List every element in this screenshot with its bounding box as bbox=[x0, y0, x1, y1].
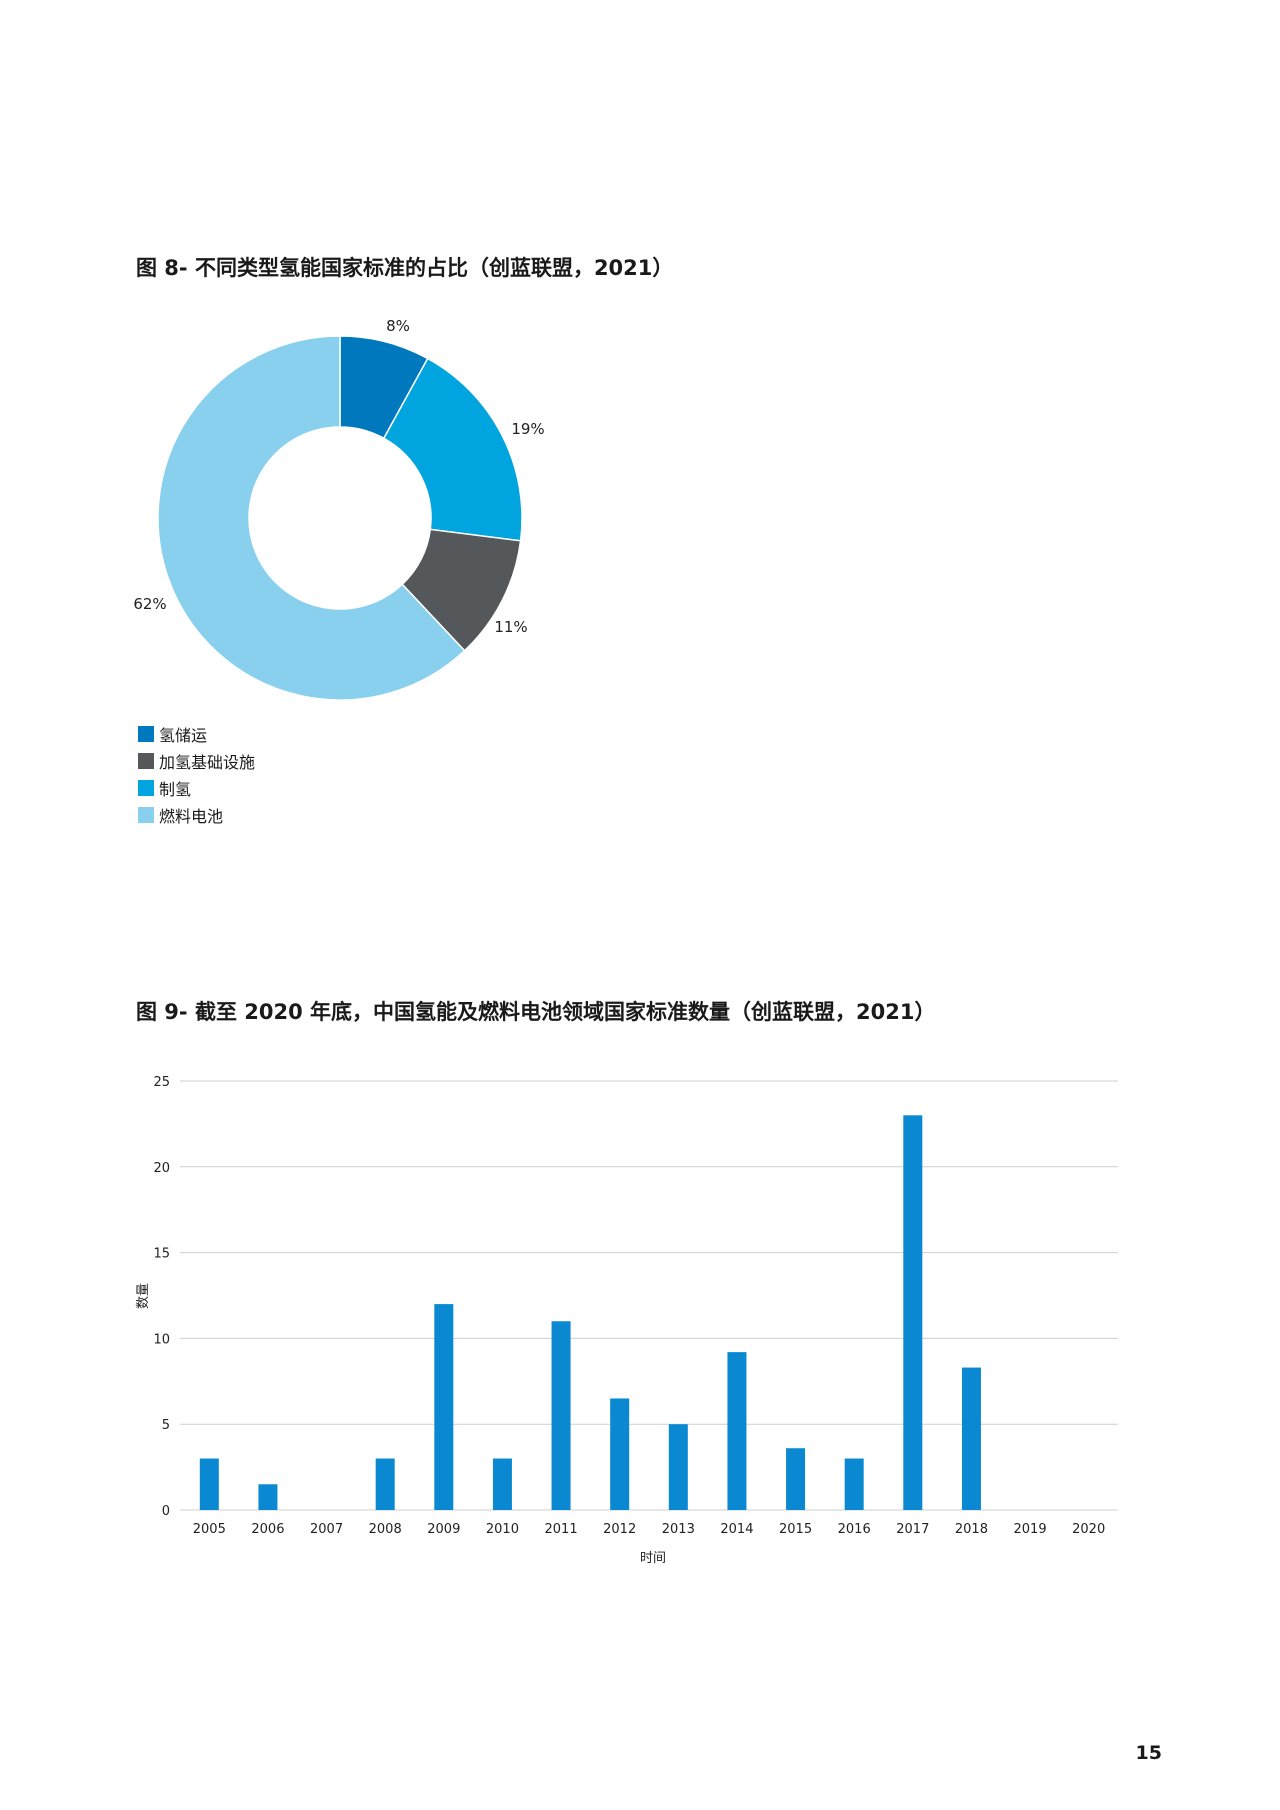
x-tick-label: 2005 bbox=[193, 1522, 226, 1537]
legend-swatch bbox=[138, 806, 154, 823]
legend-label: 氢储运 bbox=[159, 725, 208, 745]
y-tick-label: 10 bbox=[153, 1332, 170, 1347]
donut-legend: 氢储运 加氢基础设施 制氢 燃料电池 bbox=[138, 720, 255, 828]
x-tick-label: 2016 bbox=[838, 1522, 871, 1537]
figure-8-title: 图 8- 不同类型氢能国家标准的占比（创蓝联盟，2021） bbox=[136, 256, 674, 280]
legend-label: 制氢 bbox=[159, 779, 192, 799]
legend-swatch bbox=[138, 725, 154, 742]
legend-swatch bbox=[138, 752, 154, 769]
x-tick-label: 2018 bbox=[955, 1522, 988, 1537]
legend-item-hydrogen-production: 制氢 bbox=[138, 774, 255, 801]
bar bbox=[551, 1321, 571, 1510]
y-tick-label: 20 bbox=[153, 1161, 170, 1176]
bar bbox=[258, 1484, 278, 1510]
x-tick-label: 2008 bbox=[369, 1522, 402, 1537]
bar bbox=[903, 1115, 923, 1510]
legend-label: 燃料电池 bbox=[159, 806, 224, 826]
bar bbox=[786, 1448, 806, 1510]
x-tick-label: 2007 bbox=[310, 1522, 343, 1537]
y-axis-label: 数量 bbox=[136, 1283, 151, 1309]
donut-slice bbox=[157, 335, 466, 701]
x-tick-label: 2015 bbox=[779, 1522, 812, 1537]
legend-label: 加氢基础设施 bbox=[159, 752, 256, 772]
bar bbox=[844, 1458, 864, 1510]
x-tick-label: 2009 bbox=[427, 1522, 460, 1537]
y-tick-label: 5 bbox=[162, 1418, 170, 1433]
bar bbox=[199, 1458, 219, 1510]
bar bbox=[375, 1458, 395, 1510]
bar bbox=[492, 1458, 512, 1510]
legend-item-fuel-cell: 燃料电池 bbox=[138, 801, 255, 828]
donut-slice bbox=[382, 357, 523, 542]
x-tick-label: 2014 bbox=[720, 1522, 753, 1537]
y-tick-label: 25 bbox=[153, 1075, 170, 1090]
page-number: 15 bbox=[1135, 1742, 1162, 1764]
y-tick-label: 15 bbox=[153, 1247, 170, 1262]
bar bbox=[434, 1304, 454, 1510]
x-tick-label: 2020 bbox=[1072, 1522, 1105, 1537]
bar bbox=[727, 1352, 747, 1510]
x-tick-label: 2013 bbox=[662, 1522, 695, 1537]
figure-9-title: 图 9- 截至 2020 年底，中国氢能及燃料电池领域国家标准数量（创蓝联盟，2… bbox=[136, 1000, 936, 1024]
x-tick-label: 2010 bbox=[486, 1522, 519, 1537]
donut-chart: 8% 19% 11% 62% bbox=[133, 317, 545, 701]
legend-item-refueling-infrastructure: 加氢基础设施 bbox=[138, 747, 255, 774]
bar bbox=[610, 1398, 630, 1510]
slice-label: 19% bbox=[511, 420, 544, 438]
slice-label: 62% bbox=[133, 595, 166, 613]
y-tick-label: 0 bbox=[162, 1504, 170, 1519]
x-tick-label: 2017 bbox=[896, 1522, 929, 1537]
bar bbox=[961, 1367, 981, 1510]
x-axis-label: 时间 bbox=[640, 1551, 666, 1566]
x-tick-label: 2019 bbox=[1014, 1522, 1047, 1537]
x-tick-label: 2012 bbox=[603, 1522, 636, 1537]
slice-label: 11% bbox=[494, 618, 527, 636]
bar bbox=[668, 1424, 688, 1510]
slice-label: 8% bbox=[386, 317, 410, 335]
x-tick-label: 2011 bbox=[545, 1522, 578, 1537]
legend-swatch bbox=[138, 779, 154, 796]
x-tick-label: 2006 bbox=[251, 1522, 284, 1537]
legend-item-hydrogen-storage: 氢储运 bbox=[138, 720, 255, 747]
